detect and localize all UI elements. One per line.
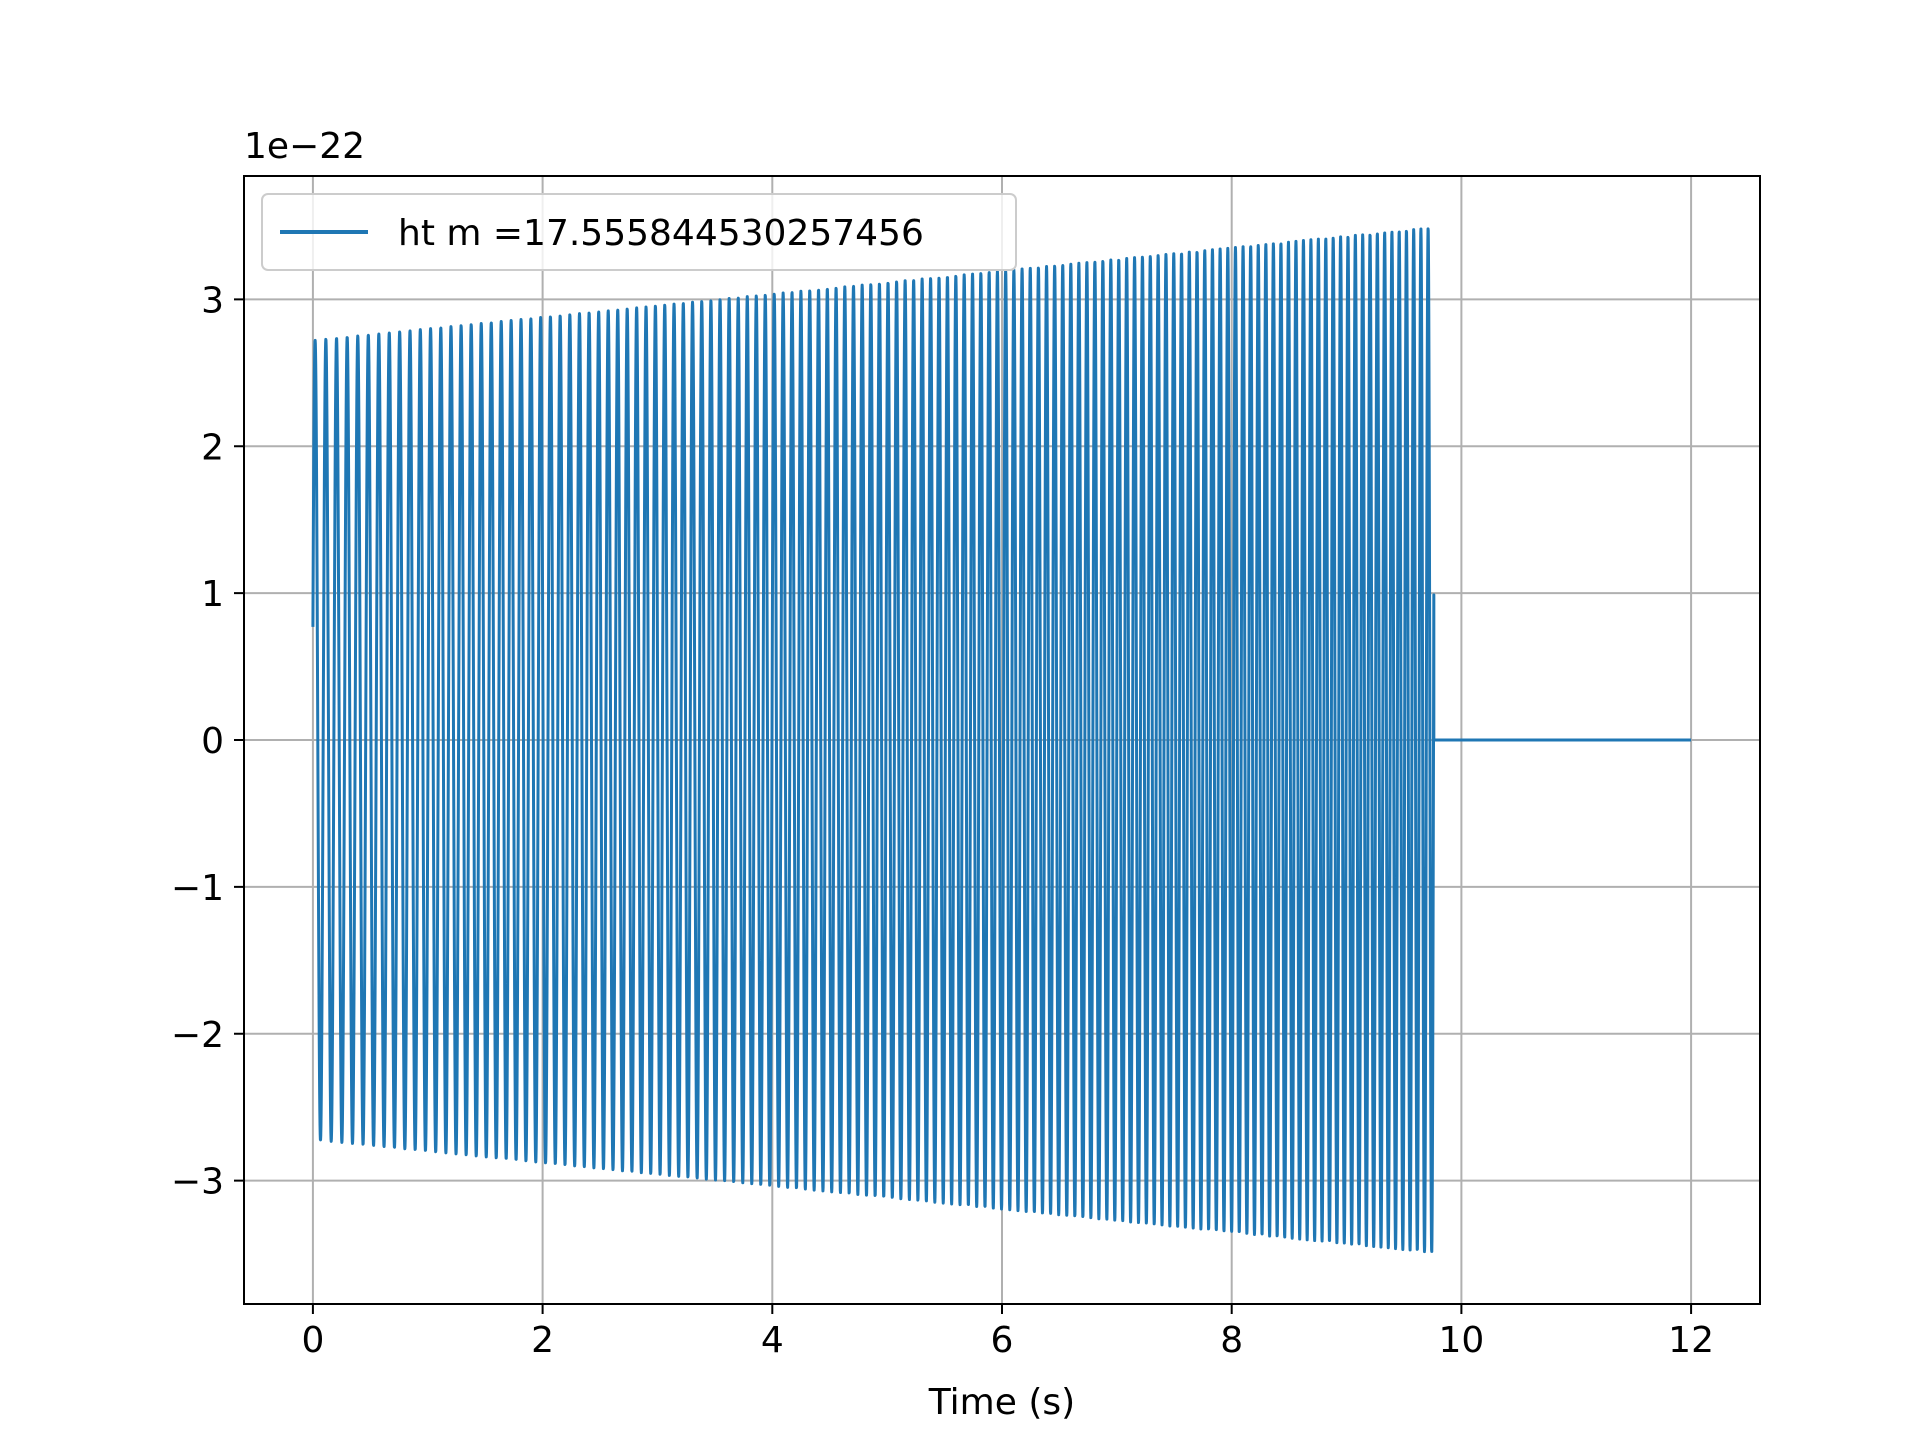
x-tick-label: 12 [1668,1320,1714,1361]
legend: ht m =17.555844530257456 [261,193,1017,271]
y-tick-label: 3 [201,280,224,321]
x-tick-label: 8 [1220,1320,1243,1361]
x-tick-label: 6 [991,1320,1014,1361]
series-line [311,227,1692,1254]
plot-area [311,227,1692,1254]
y-tick-label: 0 [201,721,224,762]
y-tick-label: −2 [171,1015,224,1056]
y-tick-label: 2 [201,427,224,468]
x-tick-label: 2 [531,1320,554,1361]
legend-label: ht m =17.555844530257456 [398,213,924,254]
legend-box [261,193,1017,271]
y-tick-label: −3 [171,1162,224,1203]
x-tick-label: 0 [301,1320,324,1361]
x-axis-label: Time (s) [928,1382,1075,1423]
x-tick-label: 4 [761,1320,784,1361]
y-tick-label: 1 [201,574,224,615]
x-tick-label: 10 [1438,1320,1484,1361]
y-tick-label: −1 [171,868,224,909]
y-axis-offset-label: 1e−22 [244,126,365,167]
